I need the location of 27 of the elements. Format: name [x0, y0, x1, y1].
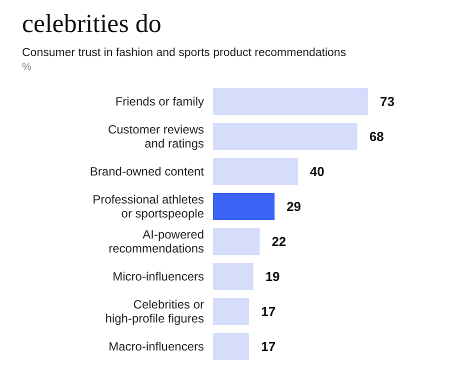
data-label: 17: [261, 304, 276, 320]
bar: [213, 228, 260, 255]
y-tick-label: Professional athletes or sportspeople: [92, 192, 204, 221]
data-label: 68: [369, 129, 384, 144]
y-tick-label: Friends or family: [115, 94, 204, 109]
chart-title: celebrities do: [22, 9, 162, 38]
bar: [213, 263, 254, 290]
y-tick-label: Micro-influencers: [112, 270, 204, 284]
bar: [213, 298, 250, 325]
chart-subtitle: Consumer trust in fashion and sports product recommendations: [22, 47, 346, 59]
y-tick-label: Macro-influencers: [108, 340, 204, 354]
bar: [213, 333, 250, 360]
data-label: 17: [261, 339, 276, 354]
data-label: 40: [310, 164, 324, 180]
bar: [213, 123, 358, 150]
bar: [213, 88, 368, 115]
data-label: 73: [380, 94, 394, 110]
bar: [213, 158, 298, 185]
y-tick-label: Customer reviews and ratings: [108, 122, 204, 151]
bar: [213, 193, 275, 220]
text: %: [22, 61, 32, 73]
data-label: 22: [272, 234, 286, 250]
y-tick-label: Brand-owned content: [90, 164, 205, 179]
data-label: 19: [265, 269, 280, 284]
y-tick-label: AI-powered recommendations: [108, 228, 204, 256]
y-tick-label: Celebrities or high-profile figures: [105, 298, 204, 326]
data-label: 29: [286, 199, 302, 214]
